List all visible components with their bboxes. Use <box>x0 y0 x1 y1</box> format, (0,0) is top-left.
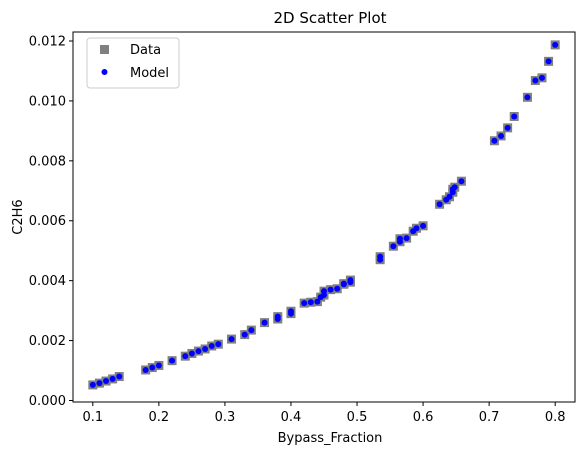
x-tick-label: 0.6 <box>413 410 434 425</box>
model-point <box>524 94 531 101</box>
x-tick-label: 0.4 <box>281 410 302 425</box>
y-tick-label: 0.008 <box>29 154 66 169</box>
model-point <box>498 132 505 139</box>
model-point <box>215 341 222 348</box>
x-tick-label: 0.2 <box>149 410 170 425</box>
chart-title: 2D Scatter Plot <box>273 9 386 27</box>
model-point <box>552 41 559 48</box>
x-tick-label: 0.7 <box>479 410 500 425</box>
model-point <box>274 313 281 320</box>
model-point <box>307 299 314 306</box>
legend-model-label: Model <box>130 66 169 81</box>
legend: Data Model <box>86 37 180 89</box>
legend-data-label: Data <box>130 43 161 58</box>
plot-area-frame <box>72 31 576 403</box>
y-tick-label: 0.012 <box>29 34 66 49</box>
model-point <box>334 285 341 292</box>
model-point <box>155 362 162 369</box>
model-point <box>149 364 156 371</box>
model-point <box>109 375 116 382</box>
y-axis: 0.000 0.002 0.004 0.006 0.008 0.010 0.012 <box>29 34 73 409</box>
model-point <box>116 373 123 380</box>
model-point <box>532 77 539 84</box>
y-tick-label: 0.000 <box>29 394 66 409</box>
x-axis-label: Bypass_Fraction <box>278 431 383 446</box>
model-point <box>420 222 427 229</box>
model-point <box>403 235 410 242</box>
model-point <box>491 137 498 144</box>
model-point <box>261 319 268 326</box>
model-point <box>446 193 453 200</box>
model-point <box>169 357 176 364</box>
model-point <box>96 380 103 387</box>
legend-data-marker <box>100 45 109 54</box>
model-point <box>287 308 294 315</box>
model-point <box>228 336 235 343</box>
model-point <box>321 288 327 295</box>
model-point <box>396 235 403 242</box>
model-series <box>89 41 559 388</box>
y-axis-label: C2H6 <box>11 199 26 234</box>
model-point <box>545 58 552 65</box>
x-tick-label: 0.5 <box>347 410 368 425</box>
y-tick-label: 0.010 <box>29 94 66 109</box>
model-point <box>458 178 465 185</box>
model-point <box>188 350 195 357</box>
model-point <box>511 113 518 120</box>
model-point <box>413 225 420 232</box>
model-point <box>347 277 354 284</box>
model-point <box>182 353 189 360</box>
model-point <box>142 366 149 373</box>
model-point <box>301 300 308 307</box>
model-point <box>241 331 248 338</box>
data-series <box>88 40 560 390</box>
model-point <box>390 243 397 250</box>
model-point <box>103 378 110 385</box>
model-point <box>436 201 443 208</box>
model-point <box>202 345 209 352</box>
y-tick-label: 0.006 <box>29 214 66 229</box>
model-point <box>340 280 347 287</box>
model-point <box>195 348 202 355</box>
legend-box <box>86 37 180 89</box>
y-tick-label: 0.004 <box>29 274 66 289</box>
legend-model-marker <box>101 69 108 75</box>
model-point <box>89 381 96 388</box>
model-point <box>248 327 255 334</box>
x-axis: 0.1 0.2 0.3 0.4 0.5 0.6 0.7 0.8 <box>82 402 566 425</box>
x-tick-label: 0.1 <box>82 410 103 425</box>
model-point <box>451 184 458 191</box>
model-point <box>208 342 215 349</box>
model-point <box>538 74 545 81</box>
x-tick-label: 0.8 <box>545 410 566 425</box>
model-point <box>377 253 384 260</box>
model-point <box>314 298 321 305</box>
model-point <box>504 124 511 131</box>
y-tick-label: 0.002 <box>29 334 66 349</box>
x-tick-label: 0.3 <box>215 410 236 425</box>
model-point <box>327 286 334 293</box>
